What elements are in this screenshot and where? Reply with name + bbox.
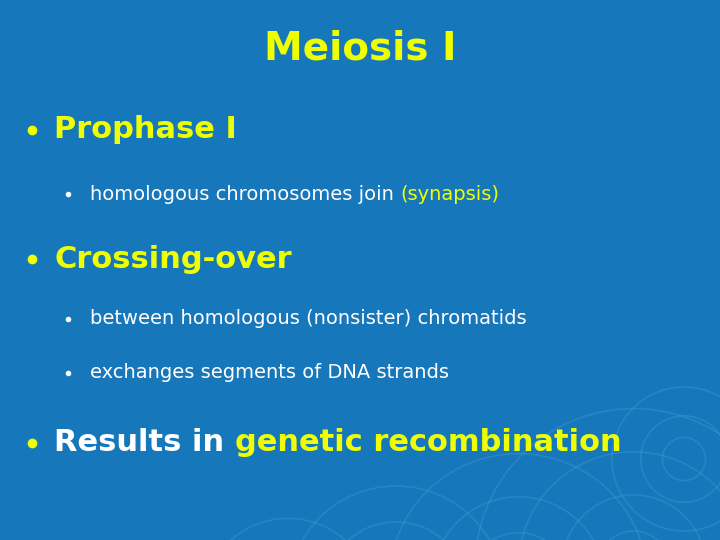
Text: Meiosis I: Meiosis I	[264, 30, 456, 68]
Text: between homologous (nonsister) chromatids: between homologous (nonsister) chromatid…	[90, 309, 526, 328]
Text: genetic recombination: genetic recombination	[235, 428, 621, 457]
Text: Prophase I: Prophase I	[54, 115, 237, 144]
Text: Crossing-over: Crossing-over	[54, 245, 292, 274]
Text: homologous chromosomes join: homologous chromosomes join	[90, 185, 400, 204]
Text: (synapsis): (synapsis)	[400, 185, 499, 204]
Text: Results in: Results in	[54, 428, 235, 457]
Text: exchanges segments of DNA strands: exchanges segments of DNA strands	[90, 363, 449, 382]
